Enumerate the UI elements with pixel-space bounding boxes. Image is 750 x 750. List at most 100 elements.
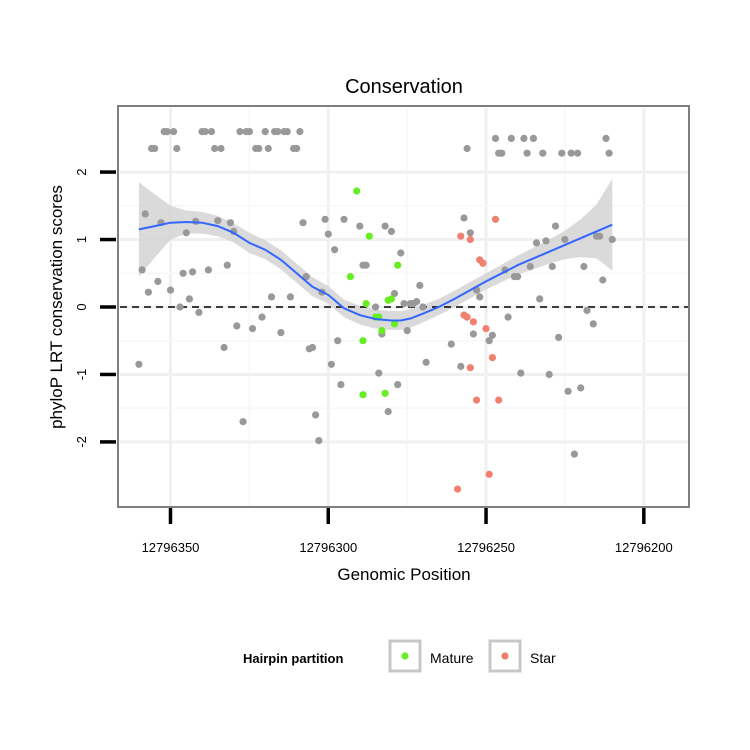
point-other	[390, 289, 399, 298]
point-other	[293, 144, 301, 153]
point-other	[574, 149, 582, 157]
point-other	[255, 144, 263, 153]
point-other	[542, 237, 550, 245]
point-other	[141, 210, 149, 218]
point-other	[526, 262, 534, 271]
point-other	[239, 418, 247, 426]
point-other	[182, 229, 190, 237]
point-mature	[346, 273, 354, 281]
point-other	[416, 281, 424, 289]
point-other	[236, 128, 244, 136]
point-other	[485, 337, 493, 345]
x-tick-label: 12796350	[142, 540, 200, 555]
point-other	[223, 261, 231, 269]
point-other	[245, 128, 253, 136]
point-other	[561, 235, 569, 244]
point-other	[447, 340, 455, 348]
point-star	[463, 313, 471, 321]
point-mature	[359, 391, 367, 399]
legend: Hairpin partition Mature Star	[243, 639, 556, 673]
point-other	[283, 128, 291, 136]
point-other	[476, 293, 484, 301]
point-other	[286, 293, 294, 301]
point-other	[545, 370, 553, 379]
point-other	[327, 360, 335, 368]
point-star	[457, 232, 465, 240]
point-other	[460, 214, 468, 222]
point-other	[267, 293, 276, 301]
point-other	[539, 149, 547, 157]
y-tick-label: 2	[74, 168, 89, 175]
point-other	[457, 362, 465, 370]
point-other	[261, 128, 269, 136]
point-other	[469, 330, 477, 338]
point-other	[372, 303, 380, 311]
point-other	[321, 215, 329, 223]
point-other	[362, 261, 370, 269]
point-other	[384, 408, 392, 416]
point-other	[173, 144, 181, 153]
point-other	[299, 219, 307, 227]
point-other	[151, 144, 159, 153]
point-other	[166, 286, 175, 294]
point-other	[331, 246, 339, 254]
point-other	[602, 134, 610, 142]
point-other	[523, 149, 531, 157]
point-other	[596, 232, 604, 240]
point-other	[608, 235, 616, 244]
point-other	[577, 384, 585, 392]
point-star	[495, 396, 503, 404]
point-other	[189, 268, 197, 276]
y-tick-label: -2	[74, 436, 89, 448]
point-other	[170, 128, 178, 136]
point-other	[599, 276, 607, 284]
point-mature	[365, 232, 373, 240]
point-other	[207, 128, 216, 136]
point-other	[312, 411, 320, 419]
point-other	[214, 217, 222, 225]
smooth-line-layer	[138, 220, 613, 322]
legend-dot-mature	[401, 652, 409, 660]
points-layer	[135, 128, 616, 493]
point-other	[551, 222, 560, 230]
point-other	[375, 369, 383, 377]
point-other	[334, 337, 342, 345]
point-mature	[394, 261, 402, 269]
point-other	[397, 249, 405, 257]
point-other	[564, 387, 572, 395]
point-other	[507, 134, 515, 142]
point-star	[482, 325, 490, 333]
point-other	[400, 300, 408, 308]
point-other	[548, 262, 556, 271]
point-other	[387, 227, 395, 235]
x-tick-label: 12796200	[615, 540, 673, 555]
y-tick-label: -1	[74, 369, 89, 381]
point-other	[233, 322, 241, 330]
point-other	[192, 217, 200, 225]
point-other	[520, 134, 528, 142]
point-other	[185, 295, 193, 303]
point-other	[536, 295, 544, 303]
point-other	[580, 262, 588, 271]
point-mature	[387, 295, 395, 303]
point-other	[517, 369, 525, 377]
point-other	[217, 144, 225, 153]
point-other	[248, 325, 257, 333]
point-other	[135, 360, 143, 368]
point-star	[469, 318, 477, 326]
chart-title: Conservation	[345, 76, 463, 98]
point-other	[179, 269, 187, 277]
point-other	[337, 381, 345, 389]
y-tick-label: 1	[74, 236, 89, 243]
point-other	[204, 266, 212, 274]
point-other	[567, 149, 575, 157]
legend-title: Hairpin partition	[243, 651, 343, 666]
point-star	[454, 485, 462, 493]
point-other	[422, 358, 430, 366]
point-other	[514, 273, 522, 281]
point-other	[211, 144, 219, 153]
point-mature	[362, 300, 370, 308]
point-other	[413, 298, 421, 306]
point-mature	[381, 389, 389, 397]
point-other	[491, 134, 500, 142]
